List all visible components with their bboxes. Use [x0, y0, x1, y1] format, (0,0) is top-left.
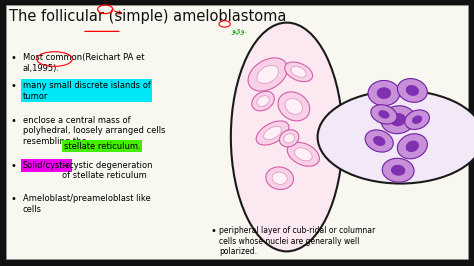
Ellipse shape: [405, 110, 429, 130]
Ellipse shape: [257, 96, 269, 106]
Text: many small discrete islands of
tumor: many small discrete islands of tumor: [23, 81, 151, 101]
Ellipse shape: [231, 23, 343, 251]
Ellipse shape: [248, 58, 288, 91]
Text: enclose a central mass of
polyhedral, loosely arranged cells
resembling the: enclose a central mass of polyhedral, lo…: [23, 116, 165, 146]
Ellipse shape: [406, 140, 419, 152]
Ellipse shape: [365, 130, 393, 152]
Text: Ameloblast/preameloblast like
cells: Ameloblast/preameloblast like cells: [23, 194, 151, 214]
Ellipse shape: [284, 134, 294, 143]
Text: Solid/cystic: Solid/cystic: [23, 161, 70, 170]
Ellipse shape: [280, 130, 299, 147]
Ellipse shape: [406, 85, 419, 96]
Ellipse shape: [371, 105, 397, 124]
Ellipse shape: [294, 148, 312, 161]
Ellipse shape: [278, 92, 310, 121]
Ellipse shape: [377, 87, 391, 99]
Ellipse shape: [272, 172, 287, 184]
Ellipse shape: [264, 126, 282, 140]
Ellipse shape: [256, 121, 289, 145]
Text: •: •: [10, 116, 16, 126]
Ellipse shape: [378, 110, 390, 119]
FancyBboxPatch shape: [6, 5, 468, 259]
Ellipse shape: [266, 167, 293, 189]
Text: peripheral layer of cub­ridal or columnar
cells whose nuclei are generally well
: peripheral layer of cub­ridal or columna…: [219, 226, 375, 256]
Ellipse shape: [397, 134, 428, 159]
Text: •: •: [211, 226, 217, 236]
Ellipse shape: [390, 113, 406, 126]
Ellipse shape: [285, 62, 312, 82]
Ellipse shape: [373, 136, 385, 146]
Text: The follicular (simple) ameloblastoma: The follicular (simple) ameloblastoma: [9, 9, 286, 24]
Ellipse shape: [291, 66, 306, 77]
Ellipse shape: [285, 98, 302, 114]
Ellipse shape: [391, 165, 405, 176]
Text: •: •: [10, 161, 16, 171]
Text: •: •: [10, 53, 16, 63]
Text: →cystic degeneration
of stellate reticulum: →cystic degeneration of stellate reticul…: [62, 161, 153, 180]
Ellipse shape: [252, 91, 274, 111]
Ellipse shape: [257, 65, 279, 84]
Ellipse shape: [368, 81, 400, 106]
Ellipse shape: [287, 142, 319, 166]
Ellipse shape: [382, 158, 414, 182]
Ellipse shape: [397, 78, 428, 102]
Text: Most common(Reichart PA et
al,1995).: Most common(Reichart PA et al,1995).: [23, 53, 144, 73]
Text: •: •: [10, 81, 16, 91]
Text: stellate reticulum.: stellate reticulum.: [64, 142, 140, 151]
Text: ويو.: ويو.: [231, 27, 247, 36]
Text: •: •: [10, 194, 16, 204]
Ellipse shape: [381, 106, 415, 134]
Circle shape: [318, 90, 474, 184]
Ellipse shape: [412, 115, 422, 124]
